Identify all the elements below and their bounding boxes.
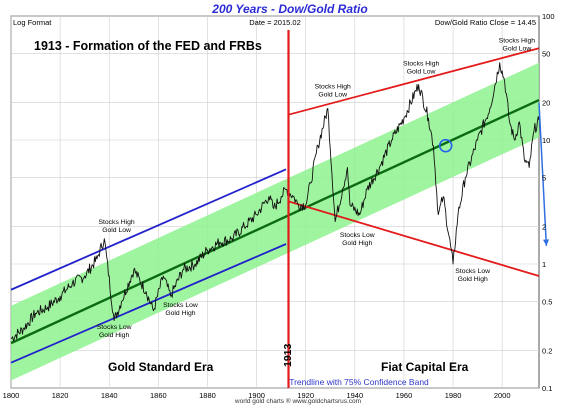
annotation-label: Stocks High Gold Low	[98, 219, 134, 234]
annotation-line: Stocks High	[98, 219, 134, 226]
x-tick-label: 2000	[494, 391, 511, 400]
x-tick-label: 1820	[52, 391, 69, 400]
fiat-upper-channel	[288, 47, 540, 116]
annotation-line: Gold High	[458, 276, 488, 283]
annotation-line: Gold High	[165, 310, 195, 317]
annotation-line: Stocks Low	[97, 324, 132, 331]
channel-lines	[10, 47, 540, 364]
vertical-marker-label: 1913	[282, 343, 294, 367]
y-tick-label: 0.1	[542, 384, 552, 393]
annotation-label: Stocks High Gold Low	[315, 84, 351, 99]
x-tick-label: 1860	[150, 391, 167, 400]
x-tick-label: 1800	[3, 391, 20, 400]
x-tick-label: 1940	[346, 391, 363, 400]
header-right-label: Dow/Gold Ratio Close = 14.45	[435, 18, 536, 27]
x-tick-label: 1840	[101, 391, 118, 400]
y-tick-label: 10	[542, 136, 550, 145]
annotation-label: Stocks Low Gold High	[97, 324, 132, 339]
annotation-label: Stocks High Gold Low	[499, 38, 535, 53]
y-tick-label: 2	[542, 223, 546, 232]
footer-credit: world gold charts ® www.goldchartsrus.co…	[234, 397, 361, 405]
x-tick-label: 1960	[396, 391, 413, 400]
projection-arrow-head	[543, 239, 550, 246]
annotation-label: Stocks Low Gold High	[163, 302, 198, 317]
dow-gold-ratio-line	[10, 62, 540, 342]
gold-standard-lower-channel	[10, 243, 287, 364]
confidence-band	[10, 62, 540, 381]
annotation-line: Gold High	[99, 332, 129, 339]
headline: 1913 - Formation of the FED and FRBs	[34, 39, 262, 53]
annotation-line: Stocks Low	[455, 268, 490, 275]
y-tick-label: 20	[542, 99, 550, 108]
x-tick-label: 1880	[199, 391, 216, 400]
projection-arrow-shaft	[538, 102, 548, 246]
annotation-line: Gold Low	[102, 227, 131, 234]
x-tick-label: 1900	[248, 391, 265, 400]
annotation-line: Stocks Low	[163, 302, 198, 309]
gold-standard-era-label: Gold Standard Era	[108, 360, 214, 374]
trend-line	[10, 98, 540, 345]
y-tick-label: 50	[542, 49, 550, 58]
gold-standard-upper-channel	[10, 168, 287, 291]
header-center-label: Date = 2015.02	[249, 18, 301, 27]
trendline-band-label: Trendline with 75% Confidence Band	[289, 377, 429, 387]
header-left-label: Log Format	[13, 18, 52, 27]
y-tick-label: 5	[542, 173, 546, 182]
annotation-label: Stocks Low Gold High	[455, 268, 490, 283]
annotation-label: Stocks High Gold Low	[403, 60, 439, 75]
annotation-line: Gold Low	[407, 68, 436, 75]
y-tick-label: 0.5	[542, 297, 552, 306]
y-tick-label: 0.2	[542, 347, 552, 356]
x-tick-label: 1920	[297, 391, 314, 400]
annotation-line: Gold Low	[318, 92, 347, 99]
x-tick-label: 1980	[445, 391, 462, 400]
y-tick-label: 100	[542, 12, 555, 21]
chart-title: 200 Years - Dow/Gold Ratio	[211, 2, 367, 16]
annotation-label: Stocks Low Gold High	[340, 232, 375, 247]
axis-ticks: 1800 1820 1840 1860 1880 1900 1920 1940 1960 1980…	[3, 12, 555, 400]
highlight-circle	[438, 138, 453, 153]
y-tick-label: 1	[542, 260, 546, 269]
annotation-line: Gold Low	[503, 46, 532, 53]
chart-markers	[287, 30, 550, 388]
annotation-line: Stocks High	[499, 38, 535, 45]
price-series	[10, 62, 540, 342]
fiat-capital-era-label: Fiat Capital Era	[381, 360, 469, 374]
annotation-line: Stocks High	[315, 84, 351, 91]
annotation-line: Stocks Low	[340, 232, 375, 239]
annotation-line: Gold High	[342, 240, 372, 247]
fiat-lower-channel	[288, 200, 540, 277]
annotation-line: Stocks High	[403, 60, 439, 67]
